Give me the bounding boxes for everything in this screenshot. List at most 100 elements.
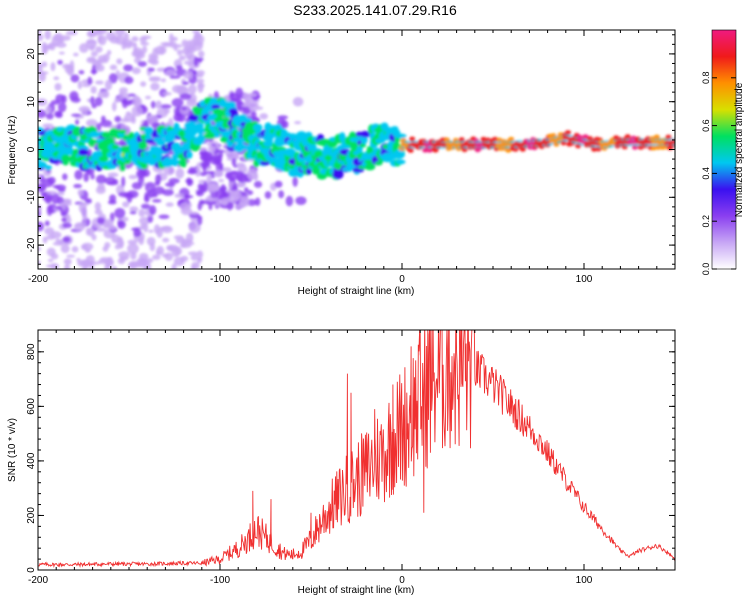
heatmap-cell <box>165 69 177 77</box>
heatmap-cell <box>494 143 497 147</box>
heatmap-cell <box>565 136 568 140</box>
heatmap-cell <box>316 172 328 180</box>
heatmap-cell <box>190 254 199 261</box>
heatmap-cell <box>38 30 42 34</box>
heatmap-cell <box>160 78 167 83</box>
heatmap-cell <box>111 266 118 269</box>
heatmap-cell <box>434 143 437 147</box>
heatmap-cell <box>417 143 420 147</box>
heatmap-cell <box>665 140 668 144</box>
heatmap-cell <box>539 141 542 145</box>
heatmap-cell <box>81 83 91 88</box>
heatmap-cell <box>111 144 120 150</box>
heatmap-cell <box>419 143 422 147</box>
heatmap-cell <box>138 236 145 245</box>
heatmap-cell <box>95 227 106 232</box>
heatmap-cell <box>406 143 409 147</box>
heatmap-cell <box>195 57 204 61</box>
heatmap-cell <box>500 143 503 147</box>
heatmap-cell <box>119 241 124 249</box>
heatmap-cell <box>114 207 126 219</box>
heatmap-cell <box>243 187 249 192</box>
heatmap-cell <box>162 91 172 96</box>
y-tick-label: 800 <box>26 343 37 360</box>
heatmap-cell <box>360 130 371 138</box>
heatmap-cell <box>616 141 619 145</box>
heatmap-cell <box>73 183 82 189</box>
heatmap-cell <box>425 143 428 147</box>
heatmap-cell <box>446 143 449 147</box>
heatmap-cell <box>486 143 489 147</box>
heatmap-cell <box>50 253 59 260</box>
snr-ylabel: SNR (10 * v/v) <box>7 418 18 482</box>
heatmap-cell <box>66 254 76 258</box>
heatmap-cell <box>513 143 516 147</box>
heatmap-cell <box>152 254 161 260</box>
heatmap-cell <box>138 216 151 225</box>
heatmap-cell <box>41 61 48 68</box>
heatmap-cell <box>77 80 82 90</box>
heatmap-cell <box>610 141 613 145</box>
heatmap-cell <box>132 97 143 108</box>
heatmap-cell <box>138 209 146 217</box>
heatmap-cell <box>119 163 126 172</box>
heatmap-cell <box>207 145 217 153</box>
heatmap-cell <box>492 143 495 147</box>
heatmap-cell <box>38 221 45 232</box>
heatmap-cell <box>147 188 156 198</box>
snr-xlabel: Height of straight line (km) <box>298 585 415 596</box>
heatmap-cell <box>179 202 191 211</box>
heatmap-cell <box>70 74 80 83</box>
heatmap-cell <box>38 260 41 265</box>
heatmap-cell <box>78 148 89 156</box>
heatmap-cell <box>94 96 103 107</box>
heatmap-cell <box>473 143 476 147</box>
heatmap-cell <box>111 101 117 112</box>
heatmap-cell <box>428 143 431 147</box>
heatmap-cell <box>83 172 89 183</box>
heatmap-cell <box>91 64 96 76</box>
heatmap-cell <box>231 158 237 166</box>
heatmap-cell <box>407 147 414 153</box>
heatmap-cell <box>163 165 175 176</box>
heatmap-cell <box>220 184 227 195</box>
heatmap-cell <box>259 113 268 120</box>
heatmap-cell <box>38 204 42 213</box>
heatmap-cell <box>236 162 246 167</box>
heatmap-cell <box>90 96 95 106</box>
colorbar-tick-label: 0.2 <box>701 215 711 228</box>
heatmap-cell <box>655 140 658 144</box>
heatmap-cell <box>114 98 121 103</box>
heatmap-cell <box>462 143 465 147</box>
heatmap-cell <box>203 171 215 175</box>
heatmap-cell <box>242 117 253 123</box>
heatmap-cell <box>228 193 240 203</box>
heatmap-cell <box>240 196 250 201</box>
heatmap-cell <box>206 197 216 202</box>
snr-ticks: -200 -100 0 100 0 200 400 600 800 <box>26 329 676 586</box>
figure-title: S233.2025.141.07.29.R16 <box>293 2 457 18</box>
heatmap-cell <box>104 79 113 91</box>
heatmap-cell <box>128 260 139 269</box>
heatmap-cell <box>182 81 189 86</box>
heatmap-cell <box>449 143 452 147</box>
heatmap-cell <box>591 146 598 152</box>
heatmap-cell <box>145 139 156 144</box>
heatmap-cell <box>150 100 156 109</box>
heatmap-cell <box>64 213 71 219</box>
heatmap-cell <box>103 218 114 228</box>
heatmap-cell <box>433 143 436 147</box>
heatmap-cell <box>128 174 138 180</box>
heatmap-cell <box>623 140 626 144</box>
heatmap-cell <box>185 232 194 244</box>
heatmap-cell <box>155 174 162 184</box>
heatmap-cell <box>185 40 192 49</box>
heatmap-cell <box>102 246 109 252</box>
heatmap-cell <box>61 217 67 222</box>
heatmap-cell <box>121 40 126 50</box>
heatmap-cell <box>248 101 259 112</box>
heatmap-cell <box>89 261 101 265</box>
heatmap-cell <box>231 184 238 193</box>
heatmap-cell <box>236 106 246 110</box>
heatmap-cell <box>196 134 206 144</box>
